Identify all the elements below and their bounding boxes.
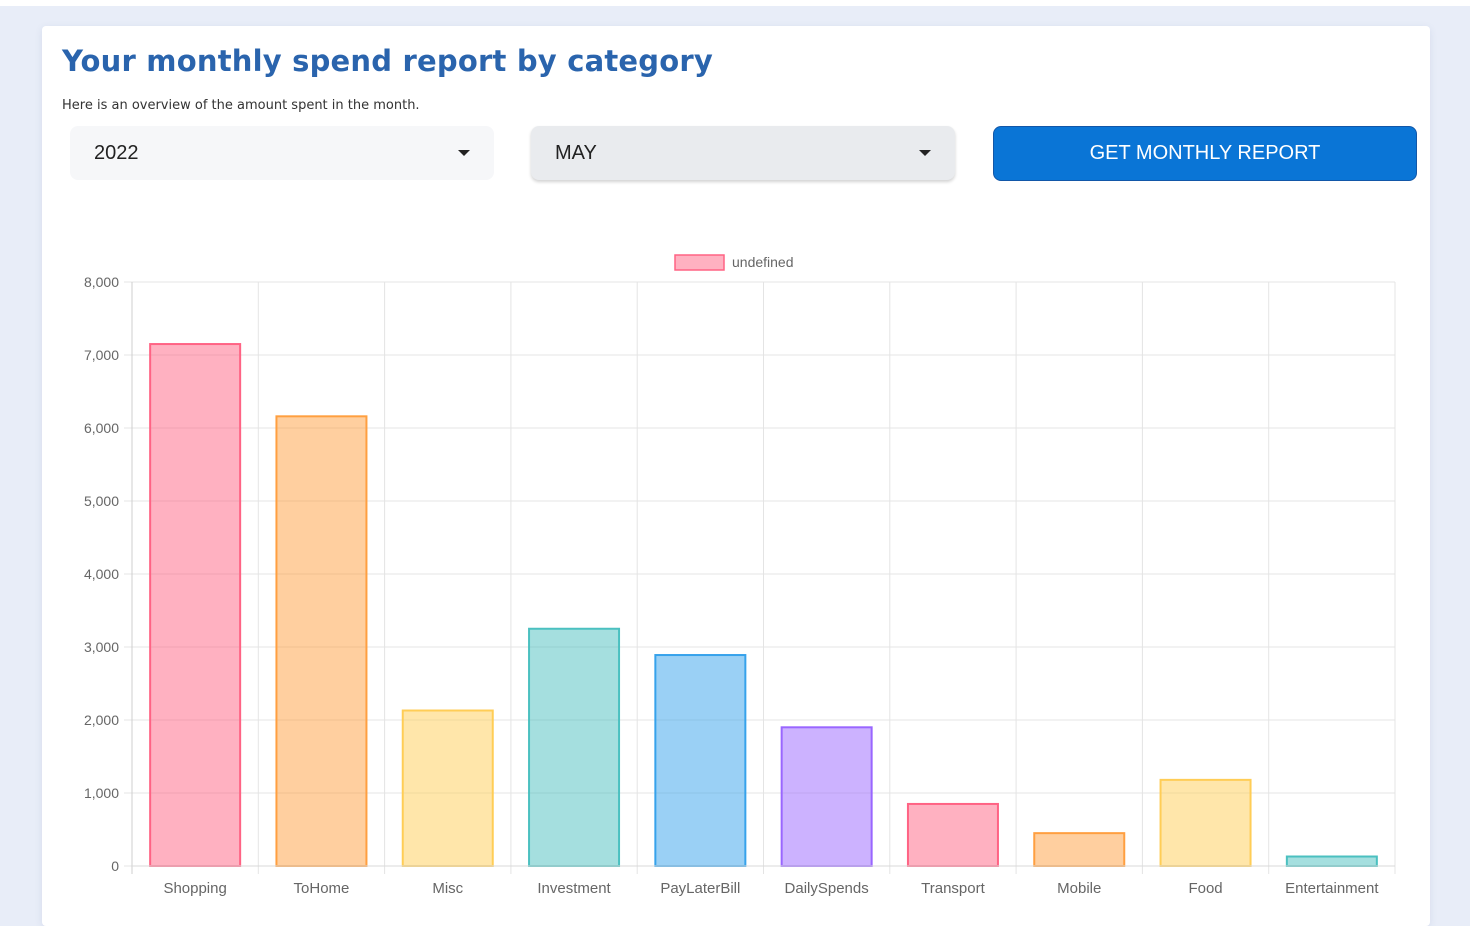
y-tick-label: 1,000 — [84, 785, 119, 801]
bar-misc — [401, 709, 494, 868]
page-subtitle: Here is an overview of the amount spent … — [62, 98, 420, 113]
y-tick-label: 2,000 — [84, 712, 119, 728]
year-select[interactable]: 2022 — [70, 126, 494, 180]
get-monthly-report-button[interactable]: GET MONTHLY REPORT — [993, 126, 1417, 181]
month-select-value: MAY — [555, 141, 597, 164]
top-strip — [0, 0, 1470, 6]
get-monthly-report-label: GET MONTHLY REPORT — [1089, 142, 1321, 164]
y-tick-label: 5,000 — [84, 493, 119, 509]
bar-shopping — [149, 343, 242, 867]
bar-tohome — [275, 415, 368, 867]
bar-investment — [528, 627, 621, 867]
y-tick-label: 6,000 — [84, 420, 119, 436]
x-tick-label: Misc — [432, 880, 463, 896]
legend-label: undefined — [732, 254, 794, 270]
year-select-value: 2022 — [94, 141, 139, 164]
bar-food — [1159, 778, 1252, 867]
bar-paylaterbill — [654, 654, 747, 868]
bar-transport — [906, 802, 999, 868]
bar-entertainment — [1285, 855, 1378, 868]
spend-bar-chart: 0 1,000 2,000 3,000 4,000 5,000 6,000 7,000 8,00… — [84, 254, 1396, 896]
y-tick-label: 7,000 — [84, 347, 119, 363]
x-tick-label: PayLaterBill — [660, 880, 740, 896]
page-title: Your monthly spend report by category — [62, 44, 713, 78]
x-tick-label: Transport — [921, 880, 985, 896]
y-tick-label: 4,000 — [84, 566, 119, 582]
x-tick-label: ToHome — [294, 880, 350, 896]
x-tick-label: DailySpends — [785, 880, 869, 896]
x-tick-label: Mobile — [1057, 880, 1101, 896]
x-tick-label: Entertainment — [1285, 880, 1379, 896]
bar-mobile — [1033, 832, 1126, 868]
bar-dailyspends — [780, 726, 873, 867]
y-tick-label: 8,000 — [84, 274, 119, 290]
x-tick-label: Shopping — [163, 880, 226, 896]
y-tick-label: 0 — [111, 858, 119, 874]
caret-down-icon — [919, 150, 931, 156]
caret-down-icon — [458, 150, 470, 156]
x-tick-label: Investment — [537, 880, 611, 896]
month-select[interactable]: MAY — [531, 126, 955, 180]
y-tick-label: 3,000 — [84, 639, 119, 655]
legend-swatch — [674, 254, 725, 271]
x-tick-label: Food — [1188, 880, 1222, 896]
